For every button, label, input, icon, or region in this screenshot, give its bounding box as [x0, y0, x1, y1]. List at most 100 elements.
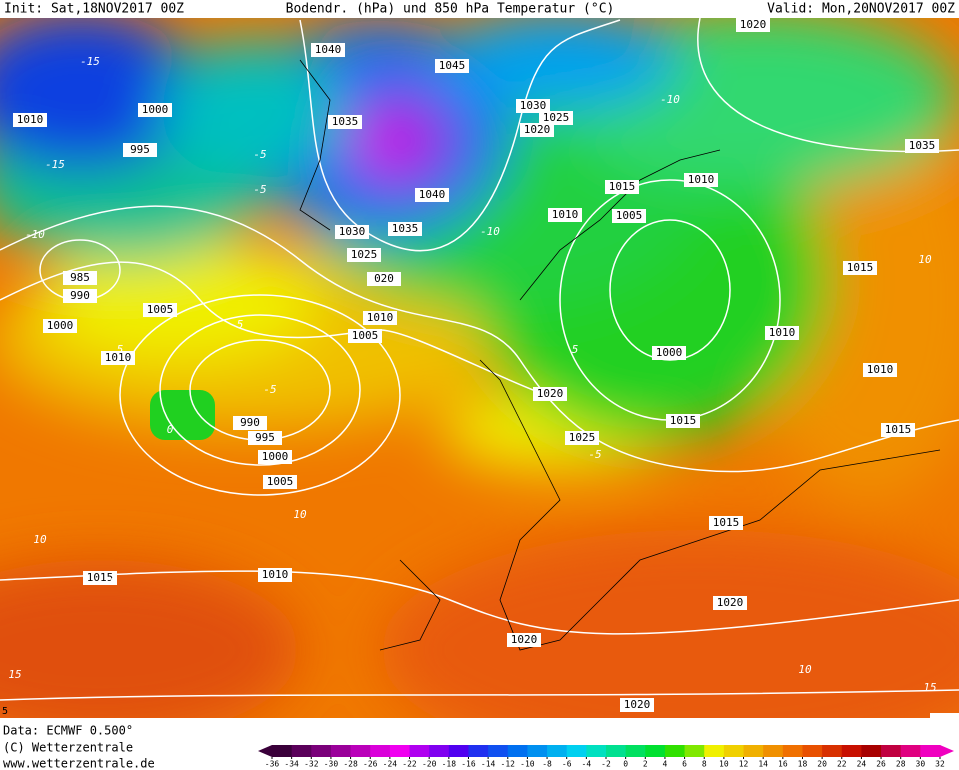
temperature-label: -10: [660, 93, 680, 106]
colorbar-swatch: [389, 745, 411, 757]
isobar-label-box: [666, 414, 700, 428]
isobar-label: 995: [130, 143, 150, 156]
isobar-label: 1000: [142, 103, 169, 116]
temperature-label: 15: [8, 668, 21, 681]
isobar-label-box: [881, 423, 915, 437]
colorbar-swatch: [763, 745, 784, 757]
colorbar-tick-label: -36: [265, 760, 280, 769]
colorbar-tick-label: 20: [817, 760, 827, 769]
isobar-label-box: [736, 18, 770, 32]
colorbar-swatch: [881, 745, 902, 757]
isobar-label-box: [415, 188, 449, 202]
isobar-label-box: [43, 319, 77, 333]
corner-label: 5: [2, 706, 8, 717]
colorbar-swatch: [429, 745, 450, 757]
website: www.wetterzentrale.de: [3, 757, 155, 770]
isobar-label-box: [533, 387, 567, 401]
colorbar-swatch: [291, 745, 312, 757]
init-time: Init: Sat,18NOV2017 00Z: [4, 2, 184, 17]
colorbar-swatch: [606, 745, 627, 757]
isobar-label-box: [258, 450, 292, 464]
isobar-label: 1015: [713, 516, 740, 529]
isobar-label: 1000: [656, 346, 683, 359]
isobar-label-box: [765, 326, 799, 340]
colorbar-tick-label: -34: [284, 760, 299, 769]
isobar-label-box: [684, 173, 718, 187]
colorbar-swatch: [802, 745, 823, 757]
colorbar-swatch: [311, 745, 332, 757]
colorbar-tick-label: -22: [402, 760, 417, 769]
temperature-label: 0: [167, 423, 174, 436]
isobar-label-box: [328, 115, 362, 129]
colorbar-tick-label: -32: [304, 760, 319, 769]
copyright: (C) Wetterzentrale: [3, 741, 133, 755]
colorbar-tick-label: 30: [916, 760, 926, 769]
isobar-label: 1030: [520, 99, 547, 112]
colorbar-tick-label: 6: [682, 760, 687, 769]
isobar-label-box: [520, 123, 554, 137]
colorbar-swatch: [920, 745, 941, 757]
isobar-label-box: [248, 431, 282, 445]
isobar-label-box: [311, 43, 345, 57]
colorbar-swatch: [527, 745, 548, 757]
isobar-label: 1035: [332, 115, 359, 128]
colorbar-tick-label: -16: [461, 760, 476, 769]
isobar-label: 1000: [47, 319, 74, 332]
colorbar-swatch: [547, 745, 568, 757]
colorbar-tick-label: -26: [363, 760, 378, 769]
colorbar-swatch: [350, 745, 371, 757]
isobar-label-box: [605, 180, 639, 194]
isobar-label: 1015: [609, 180, 636, 193]
colorbar-swatch: [488, 745, 509, 757]
temperature-label: 5: [117, 343, 124, 356]
isobar-label-box: [138, 103, 172, 117]
colorbar-tick-label: -8: [542, 760, 552, 769]
isobar-label: 1015: [670, 414, 697, 427]
isobar-label: 1005: [147, 303, 174, 316]
isobar-label-box: [843, 261, 877, 275]
colorbar-tick-label: 4: [663, 760, 668, 769]
colorbar-tick-label: -30: [324, 760, 339, 769]
colorbar-tick-label: 0: [623, 760, 628, 769]
isobar-label: 1020: [524, 123, 551, 136]
isobar-label-box: [620, 698, 654, 712]
colorbar-tick-label: -12: [501, 760, 516, 769]
colorbar-tick-label: 8: [702, 760, 707, 769]
isobar-label-box: [612, 209, 646, 223]
colorbar-tick-label: 18: [798, 760, 808, 769]
isobars: [0, 18, 959, 701]
colorbar-tick-label: 12: [739, 760, 749, 769]
colorbar-swatch: [684, 745, 705, 757]
colorbar-swatch: [566, 745, 587, 757]
colorbar-swatch: [664, 745, 686, 757]
colorbar-swatch: [645, 745, 666, 757]
colorbar-tick-label: 10: [719, 760, 729, 769]
isobar-label-box: [863, 363, 897, 377]
header-bar: [0, 0, 959, 18]
isobar-label: 1030: [339, 225, 366, 238]
colorbar-tick-label: -10: [520, 760, 535, 769]
colorbar-swatch: [743, 745, 764, 757]
isobar-label: 1010: [17, 113, 44, 126]
colorbar-tick-label: 24: [857, 760, 867, 769]
isobar-label: 1010: [367, 311, 394, 324]
colorbar-swatch: [330, 745, 352, 757]
temperature-label: -5: [588, 448, 601, 461]
colorbar-tick-label: -18: [442, 760, 457, 769]
isobar-label: 1005: [616, 209, 643, 222]
isobar-label-box: [713, 596, 747, 610]
colorbar-tick-label: 28: [896, 760, 906, 769]
colorbar-tick-label: -4: [582, 760, 592, 769]
isobar-label: 1020: [740, 18, 767, 31]
isobar-label: 1040: [419, 188, 446, 201]
temperature-label: -15: [45, 158, 65, 171]
isobar-label: 1035: [392, 222, 419, 235]
isobar-label: 1010: [262, 568, 289, 581]
data-source: Data: ECMWF 0.500°: [3, 724, 133, 738]
temperature-label: -5: [253, 183, 266, 196]
temperature-label: 5: [237, 318, 244, 331]
temperature-label: -10: [25, 228, 45, 241]
temperature-label: 5: [572, 343, 579, 356]
isobar-label-box: [363, 311, 397, 325]
